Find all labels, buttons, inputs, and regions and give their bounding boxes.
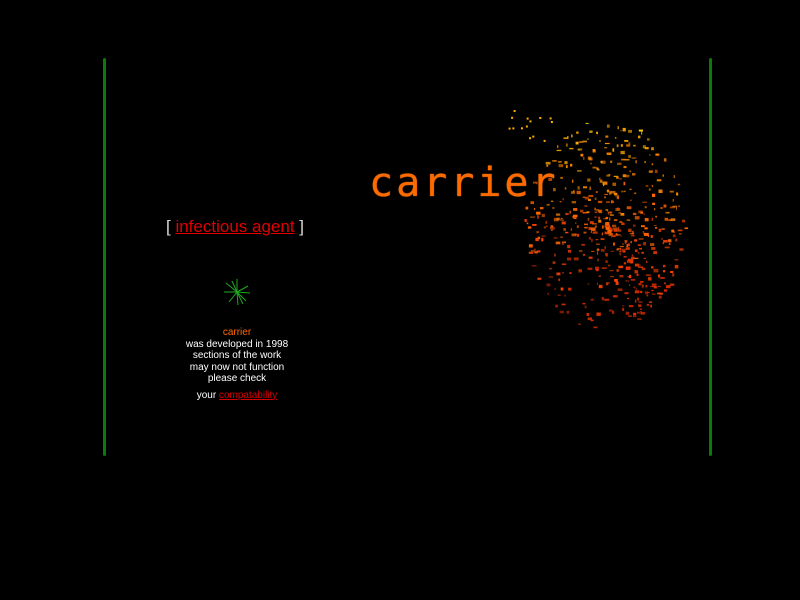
compatibility-notice: carrier was developed in 1998 sections o… — [150, 327, 324, 401]
right-frame-rule — [709, 58, 712, 456]
close-bracket: ] — [299, 217, 305, 236]
infectious-agent-nav: [ infectious agent ] — [150, 217, 320, 237]
notice-line-4: please check — [207, 373, 267, 384]
notice-line-1: was developed in 1998 — [185, 338, 289, 350]
notice-line-2: sections of the work — [192, 350, 282, 361]
your-label: your — [196, 389, 217, 401]
green-spark-icon — [224, 279, 251, 306]
compatability-link[interactable]: compatability — [218, 389, 278, 401]
carrier-logo-word: carrier — [369, 160, 559, 206]
notice-brand: carrier — [222, 327, 252, 338]
compat-line: your compatability — [150, 390, 324, 402]
infectious-agent-link[interactable]: infectious agent — [175, 217, 295, 236]
open-bracket: [ — [165, 217, 171, 236]
virus-cloud-graphic — [508, 110, 688, 329]
notice-line-3: may now not function — [189, 361, 285, 373]
left-frame-rule — [103, 58, 106, 456]
